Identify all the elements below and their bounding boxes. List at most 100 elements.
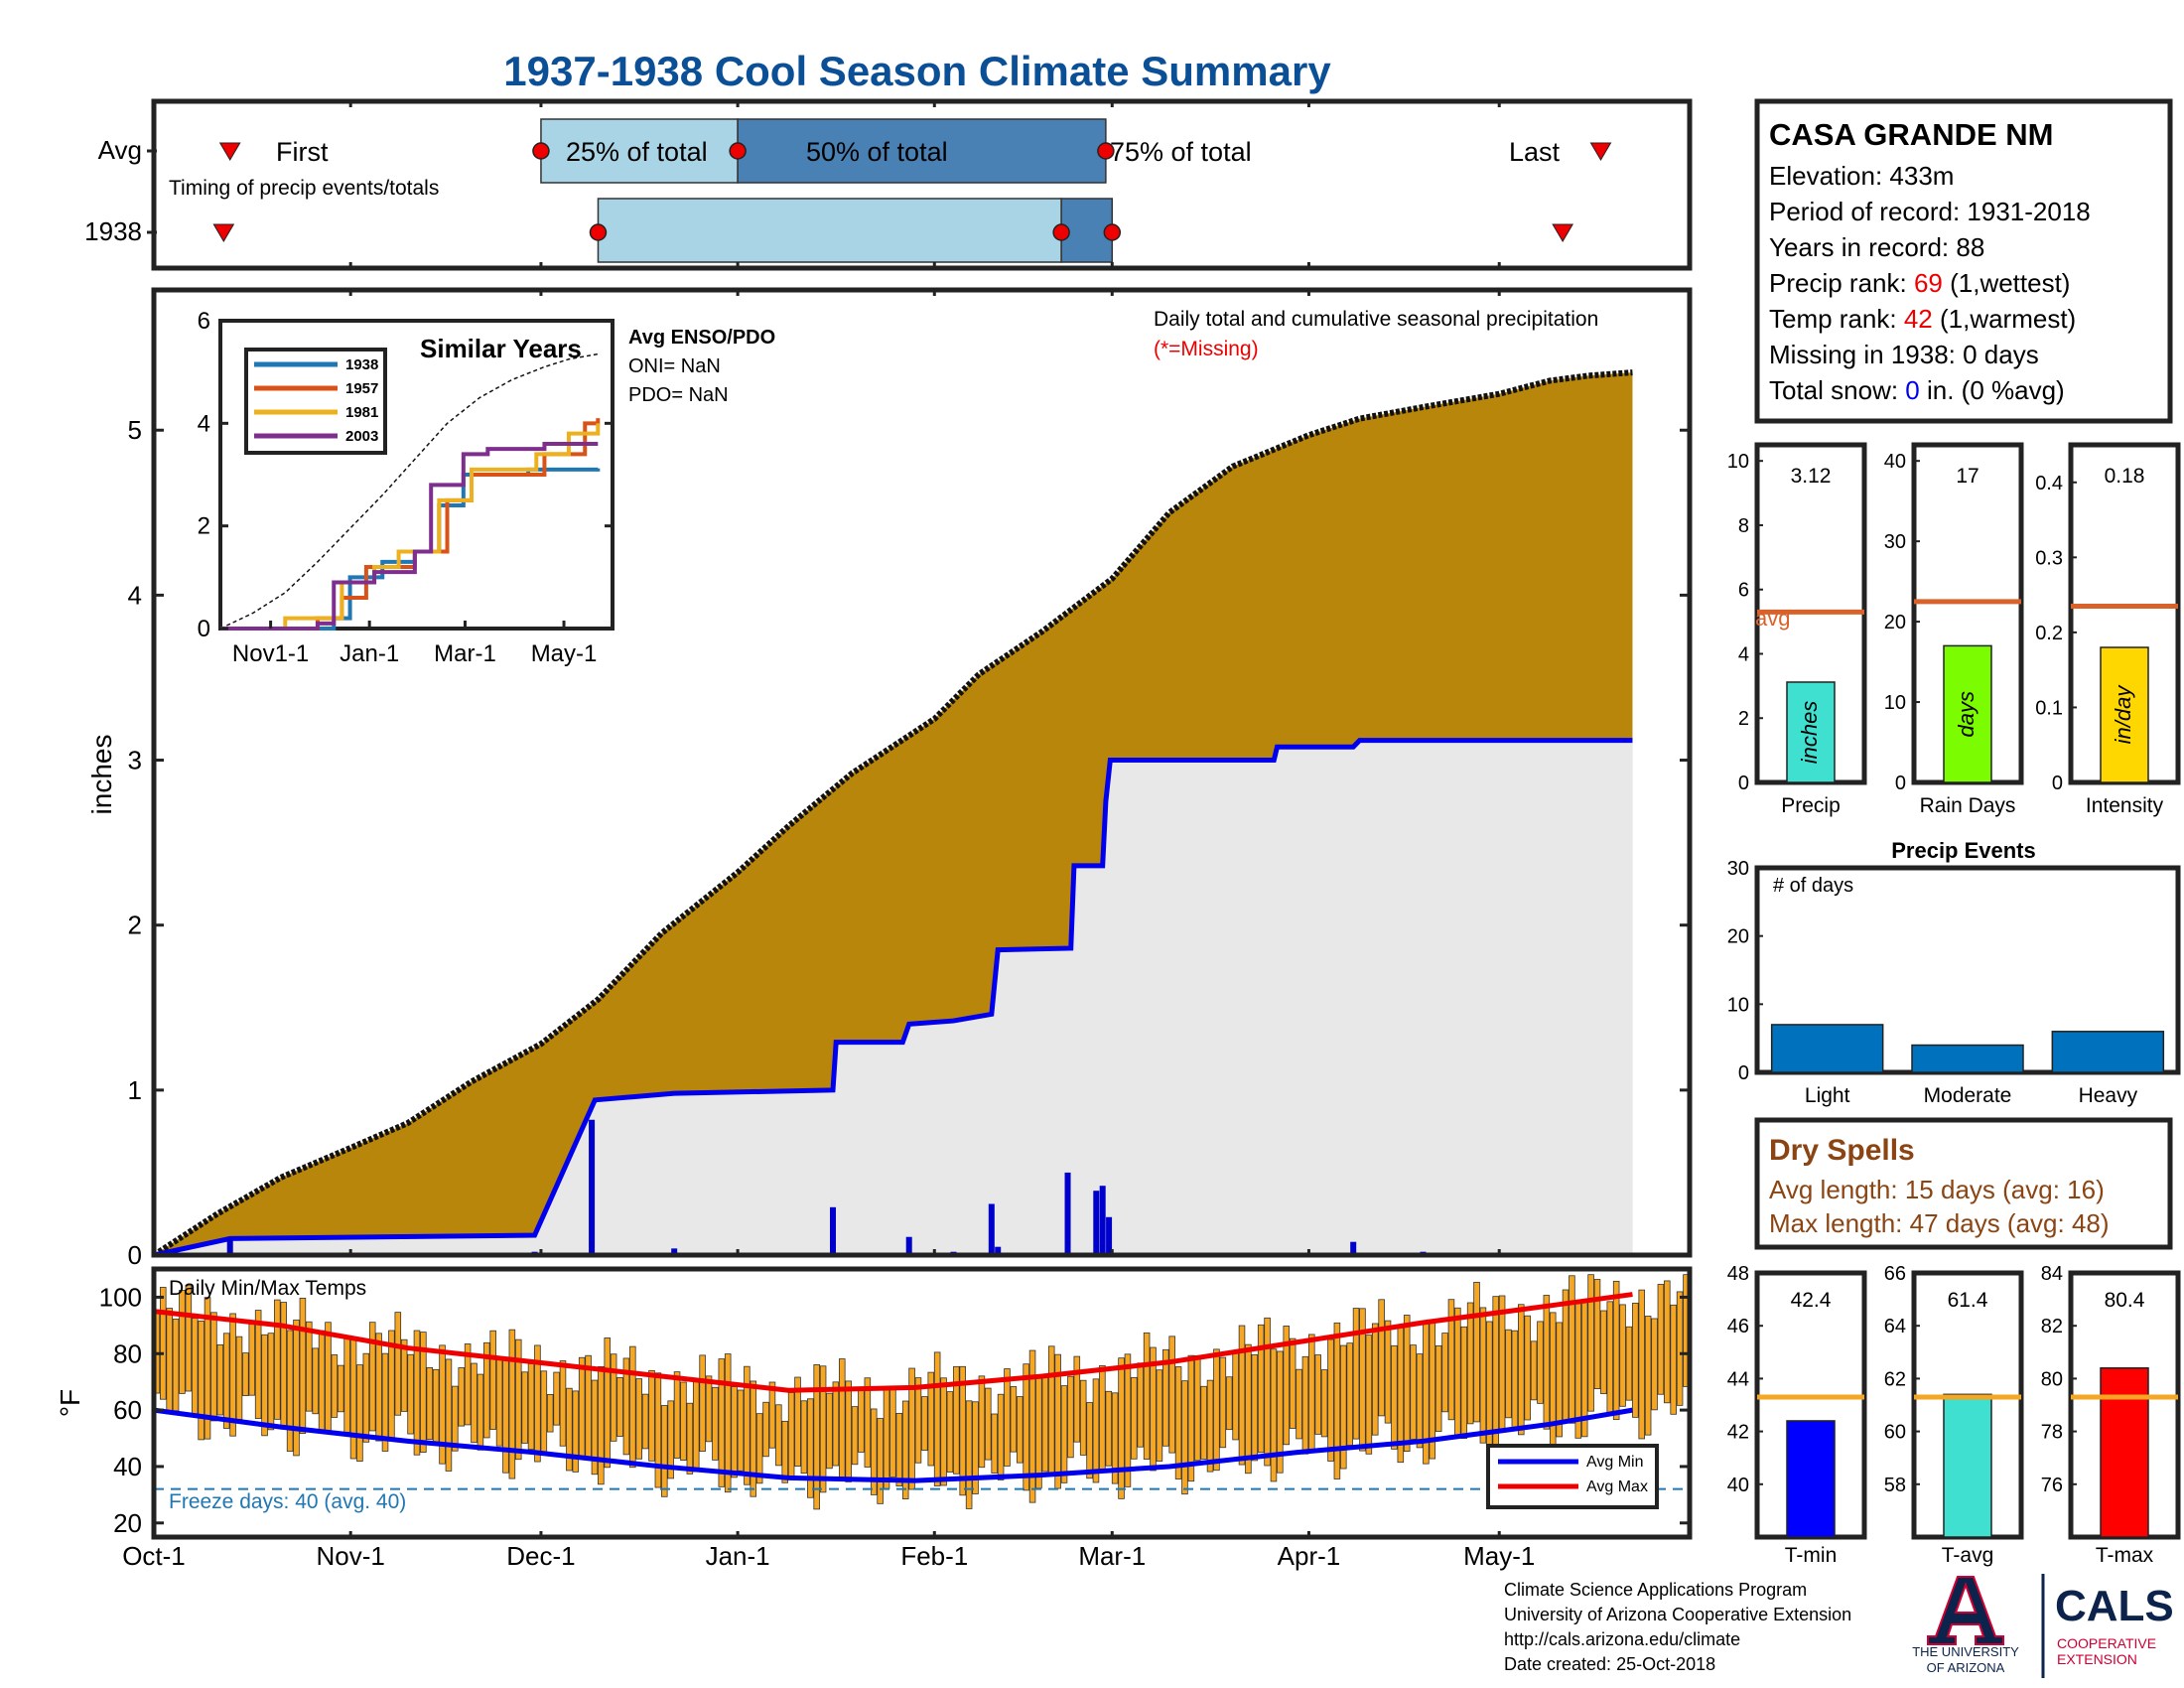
daily-temp-bar <box>1200 1385 1207 1460</box>
daily-temp-bar <box>235 1336 243 1420</box>
precip-legend-line2: (*=Missing) <box>1154 338 1259 360</box>
temp-y-label: °F <box>55 1389 85 1417</box>
tmax-label: T-max <box>2096 1544 2154 1567</box>
date-axis: Oct-1 Nov-1 Dec-1 Jan-1 Feb-1 Mar-1 Apr-1 May-1 <box>122 101 1535 1571</box>
daily-temp-bar <box>381 1352 389 1452</box>
daily-temp-bar <box>1137 1362 1145 1448</box>
daily-temp-bar <box>622 1357 630 1456</box>
daily-temp-bar <box>1041 1375 1049 1473</box>
precip-total-chart: 0 2 4 6 8 10 inches 3.12 Precip avg <box>1727 442 1867 817</box>
daily-temp-bar <box>755 1413 763 1484</box>
daily-temp-bar <box>851 1406 859 1466</box>
temp-y-tick-label: 80 <box>113 1338 142 1368</box>
temp-y-tick-label: 60 <box>113 1395 142 1425</box>
station-info: CASA GRANDE NM Elevation: 433m Period of… <box>1754 98 2173 424</box>
date-tick-label: Feb-1 <box>900 1541 968 1571</box>
daily-temp-bar <box>426 1367 434 1441</box>
precip-total-value: 3.12 <box>1791 465 1832 488</box>
temp-y-ticks: 20 40 60 80 100 <box>99 1282 1690 1538</box>
rain-days-value: 17 <box>1956 465 1979 488</box>
footer-line4: Date created: 25-Oct-2018 <box>1504 1654 1715 1674</box>
inset-avg-line <box>219 352 599 630</box>
daily-temp-bar <box>870 1408 878 1495</box>
daily-temp-bar <box>1346 1342 1353 1447</box>
daily-precip-bar <box>589 1119 596 1255</box>
daily-temp-bar <box>1016 1396 1024 1464</box>
daily-temp-bar <box>1257 1324 1265 1454</box>
daily-temp-bar <box>1035 1375 1042 1489</box>
events-title: Precip Events <box>1891 838 2036 863</box>
daily-temp-bar <box>1060 1385 1068 1483</box>
daily-temp-bar <box>1612 1280 1620 1421</box>
daily-temp-bar <box>591 1379 599 1476</box>
avg-last-marker <box>1589 142 1612 161</box>
daily-temp-bar <box>1028 1349 1036 1503</box>
legend-label-1938: 1938 <box>345 356 378 373</box>
inset-x-tick-label: Mar-1 <box>434 640 496 667</box>
daily-temp-bar <box>400 1338 408 1412</box>
daily-temp-bar <box>933 1351 941 1486</box>
daily-temp-bar <box>1270 1348 1278 1482</box>
daily-temp-bar <box>927 1371 935 1467</box>
date-tick-label: Oct-1 <box>122 1541 186 1571</box>
daily-temp-bar <box>1225 1376 1233 1431</box>
intensity-chart: 0 0.1 0.2 0.3 0.4 in/day 0.18 Intensity <box>2035 442 2181 817</box>
tmin-label: T-min <box>1785 1544 1838 1567</box>
intensity-label: Intensity <box>2086 794 2164 817</box>
temp-frame <box>151 1266 1693 1540</box>
daily-temp-bar <box>306 1321 313 1412</box>
station-name: CASA GRANDE NM <box>1769 117 2053 152</box>
daily-temp-bar <box>908 1367 915 1490</box>
tavg-label: T-avg <box>1942 1544 1994 1567</box>
ua-logo: THE UNIVERSITY OF ARIZONA <box>1912 1576 2019 1675</box>
precip-total-y-tick-label: 0 <box>1738 773 1749 794</box>
snow-suffix: in. (0 %avg) <box>1920 375 2065 405</box>
tmax-y-tick-label: 76 <box>2041 1475 2063 1496</box>
daily-temp-bar <box>832 1381 840 1467</box>
date-tick-label: Dec-1 <box>506 1541 575 1571</box>
precip-legend-line1: Daily total and cumulative seasonal prec… <box>1154 308 1598 331</box>
daily-temp-bar <box>895 1412 903 1487</box>
daily-temp-bar <box>356 1364 363 1462</box>
tavg-value: 61.4 <box>1948 1289 1988 1312</box>
daily-temp-bar <box>1537 1321 1544 1404</box>
daily-temp-bar <box>508 1329 516 1479</box>
daily-temp-bar <box>331 1354 339 1418</box>
rain-days-y-tick-label: 0 <box>1895 773 1906 794</box>
daily-temp-bar <box>534 1344 541 1463</box>
daily-temp-bar <box>794 1376 801 1467</box>
daily-temp-bar <box>724 1353 732 1493</box>
daily-temp-bar <box>1434 1344 1442 1432</box>
daily-temp-bar <box>483 1341 490 1439</box>
daily-temp-bar <box>368 1322 376 1432</box>
inset-x-tick-label: Nov1-1 <box>232 640 309 667</box>
daily-temp-bar <box>1664 1280 1671 1404</box>
precip-total-y-tick-label: 8 <box>1738 515 1749 537</box>
daily-temp-bar <box>635 1378 642 1460</box>
avg-first-marker <box>218 142 241 161</box>
precip-total-unit: inches <box>1797 701 1822 765</box>
date-tick-label: Mar-1 <box>1078 1541 1146 1571</box>
daily-temp-bar <box>858 1387 865 1453</box>
cals-sub1: COOPERATIVE <box>2057 1635 2156 1651</box>
tmin-chart: 40 42 44 46 48 42.4 T-min <box>1727 1263 1867 1567</box>
timing-note: Timing of precip events/totals <box>169 177 439 200</box>
daily-temp-bar <box>877 1418 884 1504</box>
timing-p75-label: 75% of total <box>1110 137 1252 167</box>
daily-temp-bar <box>1644 1316 1652 1436</box>
daily-temp-bar <box>598 1366 605 1485</box>
events-y-label: # of days <box>1773 875 1853 897</box>
precip-avg-label: avg <box>1755 606 1790 631</box>
tmin-bar <box>1786 1420 1836 1538</box>
avg-cumulative-line <box>152 369 1633 1258</box>
dry-spells-title: Dry Spells <box>1769 1134 1915 1167</box>
daily-temp-bar <box>312 1347 319 1415</box>
daily-temp-bar <box>648 1369 655 1462</box>
precip-rank-value: 69 <box>1914 268 1943 298</box>
daily-temp-bar <box>464 1343 472 1426</box>
rain-days-marks: 0 10 20 30 40 days <box>1884 451 2021 794</box>
daily-temp-bar <box>1333 1322 1341 1479</box>
precip-y-tick-label: 1 <box>128 1075 142 1105</box>
precip-rank-suffix: (1,wettest) <box>1943 268 2071 298</box>
